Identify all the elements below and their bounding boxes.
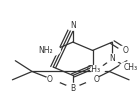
Circle shape [46, 46, 60, 55]
Circle shape [46, 75, 60, 85]
Text: CH₃: CH₃ [124, 63, 138, 72]
Circle shape [86, 75, 100, 85]
Text: NH₂: NH₂ [38, 46, 52, 55]
Circle shape [120, 62, 134, 72]
Circle shape [105, 54, 119, 63]
Text: N: N [70, 21, 76, 30]
Text: O: O [46, 75, 52, 84]
Text: N: N [109, 54, 115, 63]
Circle shape [66, 21, 80, 30]
Text: B: B [70, 84, 75, 93]
Circle shape [91, 65, 105, 74]
Circle shape [118, 46, 132, 55]
Text: CH₃: CH₃ [87, 65, 101, 74]
Circle shape [66, 83, 80, 93]
Text: O: O [122, 46, 128, 55]
Text: O: O [94, 75, 100, 84]
